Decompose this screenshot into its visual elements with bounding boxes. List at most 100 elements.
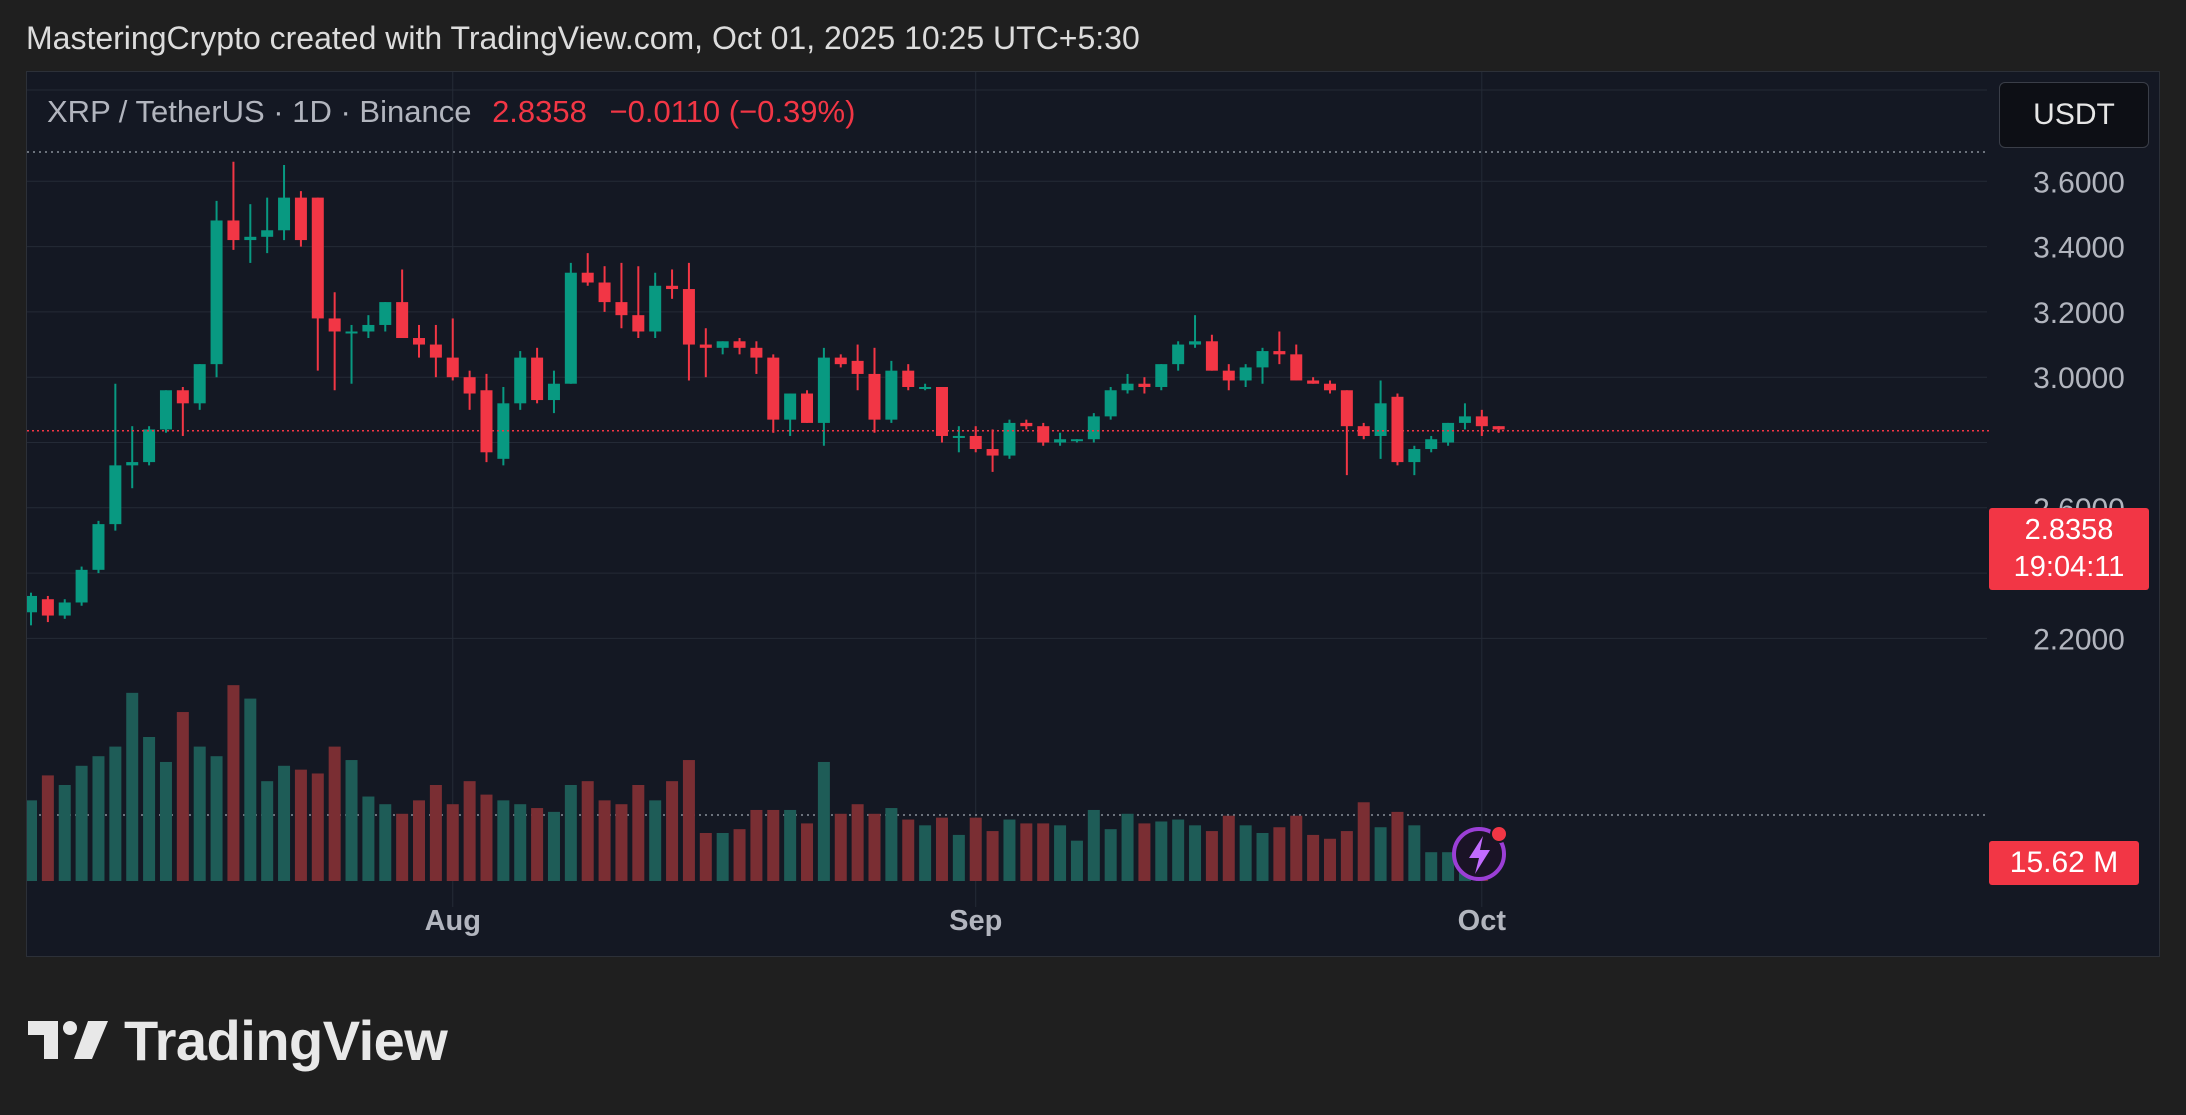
volume-bar <box>1104 829 1117 881</box>
volume-bar <box>126 692 139 881</box>
volume-bar <box>1408 825 1421 881</box>
candle-body <box>817 357 830 423</box>
volume-bar <box>1442 852 1455 881</box>
tradingview-logo-icon <box>28 1020 108 1059</box>
candle-body <box>1290 354 1303 381</box>
candle-body <box>1222 370 1235 381</box>
candle-body <box>463 377 476 394</box>
candle-body <box>1391 396 1404 463</box>
volume-bar <box>1391 811 1404 881</box>
candle-body <box>885 370 898 420</box>
volume-bar <box>969 817 982 881</box>
candle-body <box>143 429 156 463</box>
volume-bar <box>632 785 645 881</box>
candlestick-chart[interactable]: 3.60003.40003.20003.00002.60002.40002.20… <box>27 72 2159 956</box>
symbol-label: XRP / TetherUS · 1D · Binance <box>47 94 472 129</box>
symbol-legend[interactable]: XRP / TetherUS · 1D · Binance 2.8358 −0.… <box>47 94 855 130</box>
candle-body <box>733 341 746 348</box>
volume-bar <box>1020 823 1033 881</box>
candle-body <box>834 357 847 365</box>
currency-button[interactable]: USDT <box>1999 82 2149 148</box>
volume-bar <box>514 804 527 881</box>
candle-body <box>598 282 611 303</box>
y-tick-label: 2.2000 <box>2033 623 2125 656</box>
candle-body <box>379 302 392 325</box>
y-tick-label: 3.6000 <box>2033 166 2125 199</box>
candle-body <box>767 357 780 420</box>
volume-bar <box>581 781 594 881</box>
candle-body <box>75 569 88 603</box>
candle-body <box>1138 383 1151 387</box>
volume-bar <box>885 808 898 881</box>
volume-bar <box>1155 821 1168 881</box>
lightning-alert-icon[interactable] <box>1449 820 1513 884</box>
candle-body <box>261 230 274 237</box>
tradingview-logo-text: TradingView <box>124 1009 448 1072</box>
candle-body <box>851 360 864 374</box>
volume-bar <box>531 808 544 881</box>
volume-bar <box>1340 831 1353 881</box>
volume-bar <box>666 781 679 881</box>
candle-body <box>1256 351 1269 368</box>
volume-bar <box>1323 838 1336 881</box>
volume-bar <box>784 809 797 881</box>
candle-body <box>1189 341 1202 345</box>
candle-body <box>480 390 493 453</box>
candle-body <box>1475 416 1488 427</box>
volume-bar <box>109 746 122 881</box>
volume-bar <box>1172 819 1185 881</box>
volume-bar <box>547 811 560 881</box>
volume-bar <box>598 800 611 881</box>
candle-body <box>159 390 172 430</box>
volume-bar <box>935 817 948 881</box>
candle-body <box>868 373 881 420</box>
y-tick-label: 3.2000 <box>2033 297 2125 330</box>
last-price-badge: 2.8358 19:04:11 <box>1989 508 2149 590</box>
candle-body <box>1037 426 1050 443</box>
volume-bar <box>1239 825 1252 881</box>
candle-body <box>1121 383 1134 391</box>
candle-body <box>632 315 645 332</box>
volume-bar <box>733 829 746 881</box>
candle-body <box>244 236 257 241</box>
candle-body <box>666 285 679 290</box>
volume-bar <box>1138 823 1151 881</box>
volume-bar <box>1121 813 1134 881</box>
candle-body <box>952 435 965 438</box>
volume-bar <box>801 823 814 881</box>
x-tick-label: Oct <box>1458 905 1507 937</box>
volume-bar <box>817 761 830 881</box>
price-badge-value: 2.8358 <box>2024 514 2114 546</box>
volume-bar <box>176 712 189 881</box>
candle-body <box>1492 426 1505 430</box>
volume-bar <box>27 800 37 881</box>
volume-bar <box>75 765 88 881</box>
volume-bar <box>1357 802 1370 881</box>
candle-body <box>784 393 797 420</box>
volume-bar <box>1290 815 1303 881</box>
volume-bar <box>682 760 695 881</box>
volume-bar <box>1189 825 1202 881</box>
volume-bar <box>362 796 375 881</box>
x-tick-label: Aug <box>425 905 481 937</box>
volume-bar <box>396 813 409 881</box>
candle-body <box>1442 422 1455 443</box>
candle-body <box>649 285 662 332</box>
volume-bar <box>1054 825 1067 881</box>
volume-bar <box>986 831 999 881</box>
volume-bar <box>92 756 105 881</box>
candle-body <box>1273 351 1286 355</box>
candle-body <box>41 599 54 616</box>
last-price-label: 2.8358 <box>492 94 587 129</box>
volume-bar <box>868 813 881 881</box>
volume-bar <box>834 813 847 881</box>
candle-body <box>682 289 695 345</box>
volume-bar <box>952 834 965 881</box>
candle-body <box>1172 344 1185 365</box>
chart-panel[interactable]: 3.60003.40003.20003.00002.60002.40002.20… <box>26 71 2160 957</box>
tradingview-logo[interactable]: TradingView <box>28 1008 448 1073</box>
volume-bar <box>159 761 172 881</box>
candle-body <box>1340 390 1353 427</box>
candle-body <box>1070 439 1083 442</box>
volume-bar <box>244 698 257 881</box>
